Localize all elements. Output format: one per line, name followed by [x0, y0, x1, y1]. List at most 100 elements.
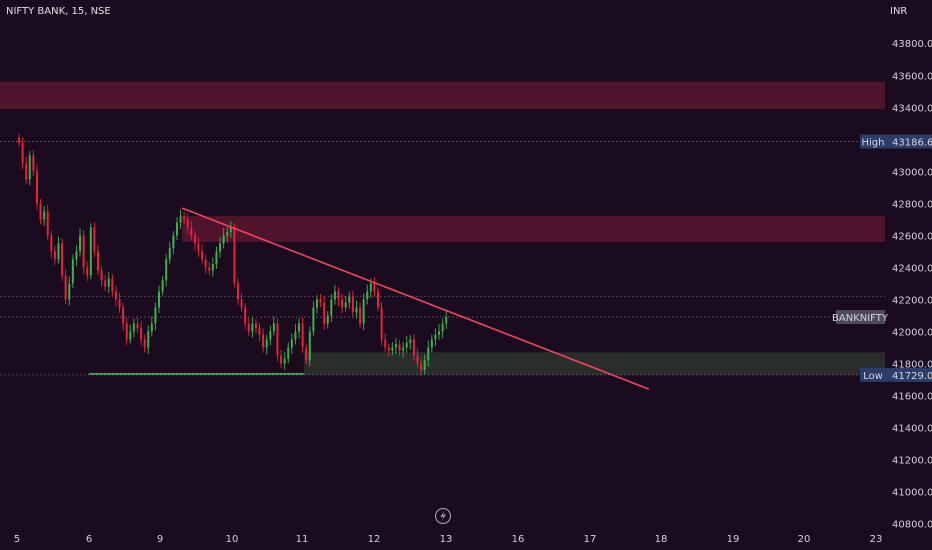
candle: [35, 164, 38, 210]
candle: [366, 284, 369, 305]
price-tick-label: 41800.00: [892, 359, 932, 370]
time-tick-label: 16: [512, 534, 525, 545]
candle-body: [28, 155, 31, 180]
candle-body: [140, 328, 143, 340]
candle-body: [427, 347, 430, 361]
candle-body: [211, 264, 214, 271]
time-tick-label: 19: [727, 534, 740, 545]
candle: [226, 227, 229, 243]
candle-body: [71, 259, 74, 284]
candle: [118, 292, 121, 313]
candle: [236, 278, 239, 306]
candle-body: [129, 331, 132, 340]
candle: [351, 290, 354, 317]
price-tick-label: 42800.00: [892, 199, 932, 210]
candle: [107, 272, 110, 294]
candle-body: [122, 307, 125, 324]
candle-body: [161, 280, 164, 292]
candle-body: [86, 267, 89, 276]
candle-body: [412, 339, 415, 356]
candle-body: [50, 235, 53, 252]
candle-body: [118, 299, 121, 308]
candle: [229, 221, 232, 238]
candle-body: [186, 219, 189, 228]
candle-body: [251, 323, 254, 332]
candle-body: [175, 222, 178, 236]
time-tick-label: 23: [870, 534, 883, 545]
price-tick-label: 43800.00: [892, 39, 932, 50]
candle-body: [79, 235, 82, 252]
candle: [276, 318, 279, 362]
candle-body: [125, 323, 128, 340]
candle-body: [380, 307, 383, 340]
candle-body: [359, 307, 362, 324]
candle-body: [394, 344, 397, 348]
time-axis[interactable]: 5 6 9 10 11 12 13 16 17 18 19 20 23: [14, 534, 883, 545]
candle-body: [240, 299, 243, 308]
candle: [39, 199, 42, 225]
candle-body: [254, 323, 257, 329]
candle-body: [35, 171, 38, 204]
candle: [323, 296, 326, 330]
low-price-value: 41729.00: [892, 371, 932, 382]
candle: [193, 230, 196, 251]
candle-body: [369, 283, 372, 292]
candle-body: [319, 299, 322, 303]
candle: [258, 322, 261, 342]
candle-body: [409, 339, 412, 343]
candle-body: [229, 227, 232, 233]
candle: [197, 237, 200, 257]
candle-body: [93, 227, 96, 252]
candle: [75, 245, 78, 266]
candle: [409, 334, 412, 350]
candle: [427, 340, 430, 367]
candle: [82, 230, 85, 275]
candle: [154, 302, 157, 331]
candle: [430, 334, 433, 353]
candle: [341, 293, 344, 314]
time-tick-label: 13: [440, 534, 453, 545]
time-tick-label: 20: [798, 534, 811, 545]
candle-body: [96, 251, 99, 271]
candle: [100, 266, 103, 287]
candle: [315, 295, 318, 314]
candle: [412, 333, 415, 362]
resistance-zone: [182, 216, 885, 242]
candle-body: [158, 291, 161, 308]
price-axis[interactable]: 43800.0043600.0043400.0043200.0043000.00…: [892, 39, 932, 530]
candle: [28, 151, 31, 186]
candle: [222, 228, 225, 249]
candle-body: [373, 283, 376, 292]
candle-body: [197, 243, 200, 252]
candle-body: [204, 259, 207, 268]
candle: [294, 324, 297, 345]
candles-layer: [18, 133, 448, 376]
candle: [21, 137, 24, 170]
price-tick-label: 42200.00: [892, 295, 932, 306]
candle-body: [179, 216, 182, 223]
candle-body: [423, 360, 426, 370]
candle-body: [330, 299, 333, 316]
candle-body: [64, 275, 67, 300]
time-tick-label: 10: [226, 534, 239, 545]
candle: [265, 334, 268, 355]
candle: [190, 220, 193, 241]
symbol-tag: BANKNIFTY: [832, 313, 889, 324]
candle: [215, 246, 218, 270]
candle: [96, 245, 99, 275]
candle: [204, 254, 207, 274]
candle-body: [147, 331, 150, 348]
candle-body: [333, 291, 336, 300]
price-tick-label: 42400.00: [892, 263, 932, 274]
candle-body: [57, 243, 60, 260]
candle-body: [100, 270, 103, 281]
candle: [71, 254, 74, 289]
candle: [208, 261, 211, 276]
candle: [161, 276, 164, 296]
candle-body: [430, 339, 433, 348]
candle: [86, 261, 89, 281]
candle-body: [247, 323, 250, 332]
candle-body: [283, 358, 286, 364]
